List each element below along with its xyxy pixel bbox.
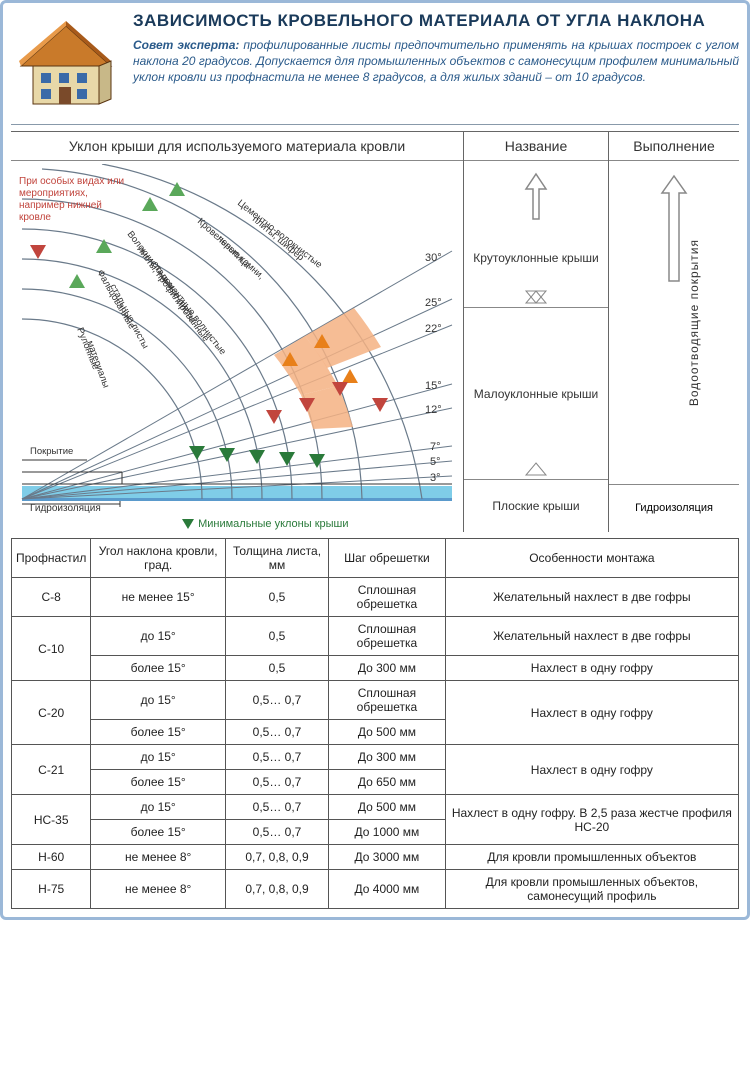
table-row: С-21до 15°0,5… 0,7До 300 ммНахлест в одн… — [12, 745, 739, 770]
diagram-section: Уклон крыши для используемого материала … — [11, 131, 739, 532]
cell-features: Нахлест в одну гофру — [445, 681, 738, 745]
th-profile: Профнастил — [12, 539, 91, 578]
diagram-name-header: Название — [464, 132, 608, 161]
document-frame: ЗАВИСИМОСТЬ КРОВЕЛЬНОГО МАТЕРИАЛА ОТ УГЛ… — [0, 0, 750, 920]
cell-profile: С-20 — [12, 681, 91, 745]
cell-features: Нахлест в одну гофру — [445, 745, 738, 795]
diagram-note: При особых видах или мероприятиях, напри… — [19, 176, 129, 224]
table-row: С-20до 15°0,5… 0,7Сплошная обрешеткаНахл… — [12, 681, 739, 720]
svg-text:7°: 7° — [430, 441, 441, 453]
th-features: Особенности монтажа — [445, 539, 738, 578]
page-title: ЗАВИСИМОСТЬ КРОВЕЛЬНОГО МАТЕРИАЛА ОТ УГЛ… — [133, 11, 739, 31]
cell: До 3000 мм — [329, 845, 446, 870]
cell: до 15° — [91, 795, 226, 820]
cell: не менее 8° — [91, 845, 226, 870]
cell: не менее 15° — [91, 578, 226, 617]
cell: 0,5… 0,7 — [225, 770, 328, 795]
cell: 0,5… 0,7 — [225, 681, 328, 720]
cell: Сплошная обрешетка — [329, 578, 446, 617]
svg-text:22°: 22° — [425, 323, 442, 335]
cell-features: Нахлест в одну гофру — [445, 656, 738, 681]
diagram-name-column: Название Крутоуклонные крыши Малоуклонны… — [464, 132, 609, 532]
svg-text:12°: 12° — [425, 404, 442, 416]
legend-min-slope: Минимальные уклоны крыши — [181, 518, 349, 530]
expert-advice: Совет эксперта: профилированные листы пр… — [133, 37, 739, 86]
cell: Сплошная обрешетка — [329, 617, 446, 656]
cell: Сплошная обрешетка — [329, 681, 446, 720]
svg-text:3°: 3° — [430, 472, 441, 484]
svg-text:Покрытие: Покрытие — [30, 446, 73, 457]
house-icon — [11, 11, 121, 116]
diagram-exec-column: Выполнение Водоотводящие покрытия Гидрои… — [609, 132, 739, 532]
cell: До 500 мм — [329, 795, 446, 820]
th-step: Шаг обрешетки — [329, 539, 446, 578]
cell-profile: С-10 — [12, 617, 91, 681]
cell-features: Для кровли промышленных объектов — [445, 845, 738, 870]
diagram-main-header: Уклон крыши для используемого материала … — [11, 132, 463, 161]
table-row: НС-35до 15°0,5… 0,7До 500 ммНахлест в од… — [12, 795, 739, 820]
diagram-main-column: Уклон крыши для используемого материала … — [11, 132, 464, 532]
table-row: Н-75не менее 8°0,7, 0,8, 0,9До 4000 ммДл… — [12, 870, 739, 909]
svg-text:30°: 30° — [425, 252, 442, 264]
cell-profile: С-8 — [12, 578, 91, 617]
cell: 0,5 — [225, 656, 328, 681]
table-row: более 15°0,5До 300 ммНахлест в одну гофр… — [12, 656, 739, 681]
cell-features: Желательный нахлест в две гофры — [445, 617, 738, 656]
divider — [11, 124, 739, 125]
cell-features: Для кровли промышленных объектов, самоне… — [445, 870, 738, 909]
cell: До 650 мм — [329, 770, 446, 795]
cell: 0,5… 0,7 — [225, 795, 328, 820]
svg-text:стальные листы: стальные листы — [150, 260, 199, 326]
expert-label: Совет эксперта: — [133, 38, 239, 52]
svg-text:5°: 5° — [430, 456, 441, 468]
exec-hydro: Гидроизоляция — [609, 485, 739, 532]
cell: 0,5 — [225, 617, 328, 656]
th-angle: Угол наклона кровли, град. — [91, 539, 226, 578]
cell: более 15° — [91, 720, 226, 745]
cell-profile: Н-60 — [12, 845, 91, 870]
exec-drain: Водоотводящие покрытия — [609, 161, 739, 485]
name-flat: Плоские крыши — [464, 480, 608, 532]
header: ЗАВИСИМОСТЬ КРОВЕЛЬНОГО МАТЕРИАЛА ОТ УГЛ… — [11, 11, 739, 116]
cell: 0,5… 0,7 — [225, 720, 328, 745]
svg-text:15°: 15° — [425, 380, 442, 392]
cell: не менее 8° — [91, 870, 226, 909]
cell-profile: С-21 — [12, 745, 91, 795]
diagram-exec-header: Выполнение — [609, 132, 739, 161]
table-row: Н-60не менее 8°0,7, 0,8, 0,9До 3000 ммДл… — [12, 845, 739, 870]
cell: до 15° — [91, 681, 226, 720]
name-steep: Крутоуклонные крыши — [464, 161, 608, 308]
cell-features: Нахлест в одну гофру. В 2,5 раза жестче … — [445, 795, 738, 845]
cell: более 15° — [91, 820, 226, 845]
cell-profile: Н-75 — [12, 870, 91, 909]
table-row: С-10до 15°0,5Сплошная обрешеткаЖелательн… — [12, 617, 739, 656]
cell: До 4000 мм — [329, 870, 446, 909]
cell: более 15° — [91, 656, 226, 681]
cell: 0,7, 0,8, 0,9 — [225, 845, 328, 870]
th-thickness: Толщина листа, мм — [225, 539, 328, 578]
name-low: Малоуклонные крыши — [464, 308, 608, 480]
cell: 0,5 — [225, 578, 328, 617]
svg-text:плиты, шифер: плиты, шифер — [250, 214, 306, 263]
cell: До 500 мм — [329, 720, 446, 745]
cell: 0,5… 0,7 — [225, 820, 328, 845]
svg-text:25°: 25° — [425, 297, 442, 309]
table-row: С-8не менее 15°0,5Сплошная обрешеткаЖела… — [12, 578, 739, 617]
cell-features: Желательный нахлест в две гофры — [445, 578, 738, 617]
cell: До 300 мм — [329, 745, 446, 770]
cell: До 300 мм — [329, 656, 446, 681]
cell: До 1000 мм — [329, 820, 446, 845]
svg-text:черепица: черепица — [215, 233, 253, 271]
cell: 0,7, 0,8, 0,9 — [225, 870, 328, 909]
materials-table: Профнастил Угол наклона кровли, град. То… — [11, 538, 739, 909]
svg-text:Гидроизоляция: Гидроизоляция — [30, 503, 101, 514]
cell-profile: НС-35 — [12, 795, 91, 845]
cell: до 15° — [91, 617, 226, 656]
cell: 0,5… 0,7 — [225, 745, 328, 770]
cell: до 15° — [91, 745, 226, 770]
cell: более 15° — [91, 770, 226, 795]
table-header-row: Профнастил Угол наклона кровли, град. То… — [12, 539, 739, 578]
